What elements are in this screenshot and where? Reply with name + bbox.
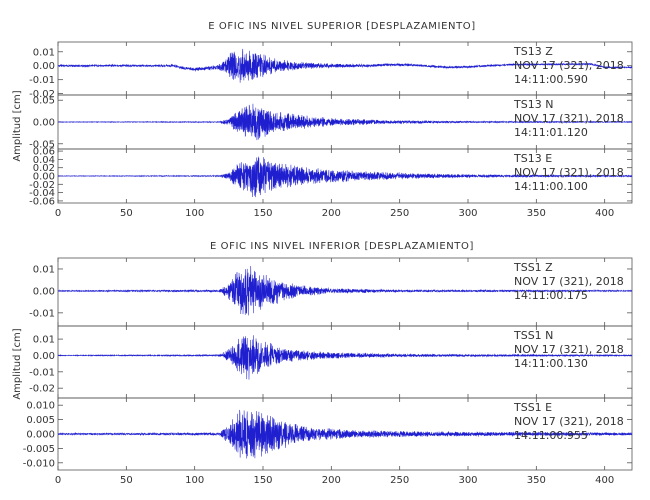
station-component-label: TS13 E	[513, 152, 552, 165]
y-tick-label: 0.00	[33, 61, 55, 72]
x-tick-label: 300	[458, 208, 477, 219]
x-tick-label: 350	[527, 208, 546, 219]
y-tick-label: 0.04	[33, 155, 55, 166]
y-tick-label: 0.00	[33, 118, 55, 129]
y-tick-label: 0.010	[26, 401, 55, 412]
x-tick-label: 350	[527, 475, 546, 486]
record-date-label: NOV 17 (321), 2018	[514, 275, 624, 288]
x-tick-label: 200	[322, 475, 341, 486]
x-tick-label: 150	[253, 475, 272, 486]
y-tick-label: 0.00	[33, 286, 55, 297]
x-tick-label: 0	[55, 208, 61, 219]
x-tick-label: 400	[595, 475, 614, 486]
x-tick-label: 300	[458, 475, 477, 486]
x-tick-label: 0	[55, 475, 61, 486]
y-tick-label: 0.00	[33, 172, 55, 183]
record-time-label: 14:11:00.100	[514, 180, 588, 193]
record-date-label: NOV 17 (321), 2018	[514, 112, 624, 125]
station-component-label: TSS1 E	[513, 401, 552, 414]
y-tick-label: -0.01	[29, 367, 55, 378]
waveform-trace	[57, 335, 633, 380]
record-date-label: NOV 17 (321), 2018	[514, 415, 624, 428]
record-date-label: NOV 17 (321), 2018	[514, 166, 624, 179]
station-component-label: TS13 Z	[513, 45, 553, 58]
record-date-label: NOV 17 (321), 2018	[514, 343, 624, 356]
waveform-trace	[57, 103, 633, 141]
record-time-label: 14:11:00.955	[514, 429, 588, 442]
y-tick-label: -0.01	[29, 75, 55, 86]
chart-lower-level: E OFIC INS NIVEL INFERIOR [DESPLAZAMIENT…	[12, 241, 633, 486]
waveform-trace	[57, 156, 633, 198]
waveform-trace	[57, 266, 633, 316]
y-tick-label: -0.005	[23, 444, 55, 455]
x-tick-label: 400	[595, 208, 614, 219]
waveform-trace	[57, 48, 633, 83]
record-time-label: 14:11:00.175	[514, 289, 588, 302]
x-tick-label: 200	[322, 208, 341, 219]
record-time-label: 14:11:00.130	[514, 357, 588, 370]
station-component-label: TSS1 Z	[513, 261, 553, 274]
station-component-label: TSS1 N	[513, 329, 553, 342]
record-time-label: 14:11:01.120	[514, 126, 588, 139]
y-tick-label: -0.02	[29, 89, 55, 100]
y-tick-label: 0.000	[26, 430, 55, 441]
x-tick-label: 250	[390, 208, 409, 219]
y-tick-label: 0.005	[26, 415, 55, 426]
waveform-trace	[57, 409, 633, 459]
y-tick-label: 0.00	[33, 351, 55, 362]
y-tick-label: -0.05	[29, 139, 55, 150]
y-tick-label: -0.06	[29, 196, 55, 207]
y-tick-label: 0.01	[33, 47, 55, 58]
y-axis-label-upper: Amplitud [cm]	[12, 90, 23, 161]
y-tick-label: 0.01	[33, 335, 55, 346]
record-time-label: 14:11:00.590	[514, 73, 588, 86]
y-tick-label: -0.010	[23, 458, 55, 469]
station-component-label: TS13 N	[513, 98, 553, 111]
panel-ts13-e: 0.060.040.020.00-0.02-0.04-0.06 TS13 ENOV…	[29, 147, 633, 207]
y-tick-label: -0.04	[29, 188, 55, 199]
record-date-label: NOV 17 (321), 2018	[514, 59, 624, 72]
y-tick-label: 0.01	[33, 264, 55, 275]
x-tick-label: 150	[253, 208, 272, 219]
y-tick-label: -0.01	[29, 308, 55, 319]
x-tick-label: 50	[120, 208, 133, 219]
y-tick-label: -0.02	[29, 180, 55, 191]
y-tick-label: -0.02	[29, 384, 55, 395]
x-tick-label: 100	[185, 475, 204, 486]
x-tick-label: 50	[120, 475, 133, 486]
x-tick-label: 100	[185, 208, 204, 219]
y-tick-label: 0.02	[33, 163, 55, 174]
chart-title-upper: E OFIC INS NIVEL SUPERIOR [DESPLAZAMIENT…	[208, 21, 476, 32]
y-axis-label-lower: Amplitud [cm]	[12, 328, 23, 399]
y-tick-label: 0.05	[33, 96, 55, 107]
chart-title-lower: E OFIC INS NIVEL INFERIOR [DESPLAZAMIENT…	[210, 241, 474, 252]
y-tick-label: 0.06	[33, 147, 55, 158]
x-tick-label: 250	[390, 475, 409, 486]
chart-upper-level: E OFIC INS NIVEL SUPERIOR [DESPLAZAMIENT…	[12, 21, 633, 219]
